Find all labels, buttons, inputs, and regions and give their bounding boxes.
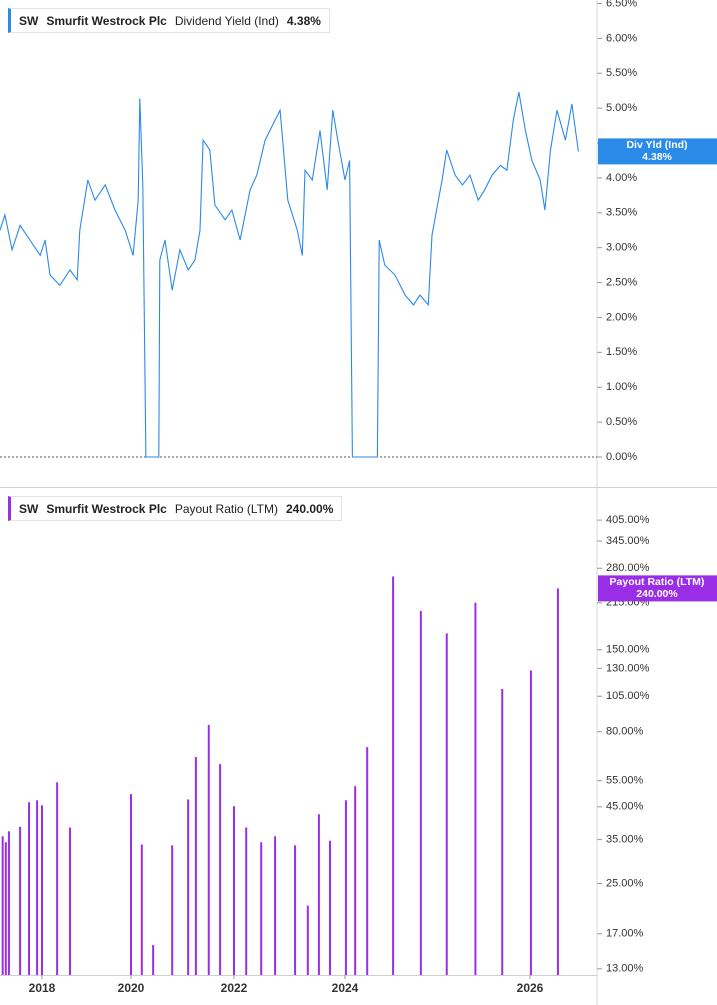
bar xyxy=(130,794,132,975)
bar xyxy=(36,800,39,975)
ticker: SW xyxy=(19,501,39,516)
bar xyxy=(171,845,174,975)
bar xyxy=(233,806,235,975)
value-badge xyxy=(598,575,717,602)
x-tick-label: 2022 xyxy=(221,981,248,995)
metric: Dividend Yield (Ind) xyxy=(174,13,279,28)
metric: Payout Ratio (LTM) xyxy=(174,501,278,516)
badge-label: Div Yld (Ind) xyxy=(626,139,687,151)
y-tick-label: 150.00% xyxy=(606,644,650,656)
y-tick-label: 105.00% xyxy=(606,690,650,702)
y-tick-label: 55.00% xyxy=(606,775,644,787)
bar xyxy=(245,827,248,975)
bar xyxy=(69,827,72,975)
bar xyxy=(317,814,320,975)
y-tick-label: 35.00% xyxy=(606,834,644,846)
y-tick-label: 45.00% xyxy=(606,801,644,813)
y-tick-label: 280.00% xyxy=(606,562,650,574)
bar xyxy=(219,764,222,975)
value-badge xyxy=(598,138,717,165)
x-tick-label: 2020 xyxy=(118,981,145,995)
bar xyxy=(474,602,477,975)
bar xyxy=(392,576,395,975)
bar xyxy=(4,842,7,975)
bar xyxy=(344,800,347,975)
y-tick-label: 130.00% xyxy=(606,662,650,674)
bar xyxy=(354,786,357,975)
y-tick-label: 17.00% xyxy=(606,928,644,940)
bar xyxy=(152,945,155,975)
y-tick-label: 5.00% xyxy=(606,102,637,114)
ticker: SW xyxy=(19,13,39,28)
y-tick-label: 80.00% xyxy=(606,726,644,738)
y-tick-label: 13.00% xyxy=(606,963,644,975)
bar xyxy=(28,802,31,975)
bar xyxy=(194,757,197,975)
legend-box: SW Smurfit Westrock Plc Payout Ratio (LT… xyxy=(8,496,343,521)
bar xyxy=(19,826,22,975)
y-tick-label: 6.50% xyxy=(606,0,637,9)
bar xyxy=(207,724,210,975)
bar xyxy=(1,836,4,975)
y-tick-label: 6.00% xyxy=(606,32,637,44)
bar xyxy=(501,689,504,975)
bar xyxy=(140,844,143,975)
bar xyxy=(445,633,448,975)
bar xyxy=(419,610,422,975)
y-tick-label: 2.00% xyxy=(606,311,637,323)
bar xyxy=(187,799,190,975)
bar xyxy=(56,782,59,975)
x-tick-label: 2024 xyxy=(332,981,359,995)
line xyxy=(0,91,579,458)
y-tick-label: 0.50% xyxy=(606,416,637,428)
bar xyxy=(329,840,332,975)
current-value: 4.38% xyxy=(286,13,321,28)
bar xyxy=(294,845,297,975)
legend-box: SW Smurfit Westrock Plc Dividend Yield (… xyxy=(8,8,330,33)
bar xyxy=(41,805,43,975)
x-tick-label: 2026 xyxy=(517,981,544,995)
x-tick-label: 2018 xyxy=(29,981,56,995)
bar xyxy=(274,836,277,975)
company: Smurfit Westrock Plc xyxy=(46,13,167,28)
current-value: 240.00% xyxy=(285,501,334,516)
y-tick-label: 25.00% xyxy=(606,877,644,889)
badge-value: 4.38% xyxy=(642,151,672,163)
y-tick-label: 5.50% xyxy=(606,67,637,79)
y-tick-label: 1.50% xyxy=(606,346,637,358)
badge-label: Payout Ratio (LTM) xyxy=(610,576,705,588)
bar xyxy=(529,670,532,975)
bar xyxy=(556,588,559,975)
bar xyxy=(366,747,369,975)
y-tick-label: 1.00% xyxy=(606,381,637,393)
y-tick-label: 3.00% xyxy=(606,242,637,254)
bar xyxy=(7,831,10,975)
bar xyxy=(306,905,309,975)
y-tick-label: 3.50% xyxy=(606,207,637,219)
badge-value: 240.00% xyxy=(636,588,678,600)
y-tick-label: 4.00% xyxy=(606,172,637,184)
y-tick-label: 0.00% xyxy=(606,451,637,463)
company: Smurfit Westrock Plc xyxy=(46,501,167,516)
y-tick-label: 2.50% xyxy=(606,276,637,288)
bar xyxy=(260,842,263,975)
y-tick-label: 345.00% xyxy=(606,535,650,547)
y-tick-label: 405.00% xyxy=(606,514,650,526)
